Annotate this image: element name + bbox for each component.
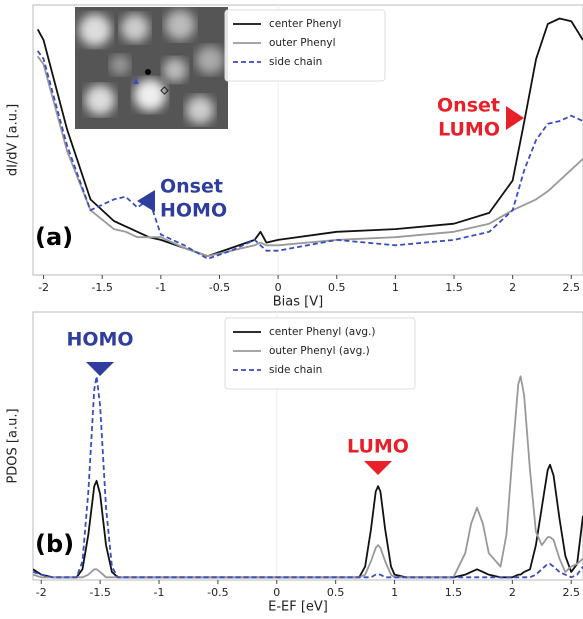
x-tick-label: 1	[391, 586, 398, 599]
legend-label: side chain	[269, 364, 322, 376]
x-tick-label: -0.5	[207, 586, 228, 599]
stm-inset	[75, 7, 228, 129]
panel-label: (a)	[35, 223, 73, 251]
x-tick-label: 1.5	[445, 281, 463, 294]
y-axis-label: dI/dV [a.u.]	[6, 104, 21, 176]
x-axis-label: E-EF [eV]	[268, 600, 328, 615]
x-tick-label: 0	[275, 281, 282, 294]
inset-blob	[165, 10, 195, 40]
x-tick-label: 2	[509, 281, 516, 294]
legend-label: outer Phenyl	[269, 37, 336, 49]
annotation-text: LUMO	[347, 436, 409, 458]
x-tick-label: 0.5	[327, 586, 345, 599]
panel-label: (b)	[35, 530, 74, 558]
x-tick-label: -1.5	[89, 586, 110, 599]
x-tick-label: -0.5	[209, 281, 230, 294]
x-tick-label: 2.5	[563, 281, 581, 294]
x-axis-label: Bias [V]	[273, 295, 323, 310]
legend-label: center Phenyl	[269, 18, 341, 30]
inset-blob	[196, 46, 224, 74]
x-tick-label: 2	[509, 586, 516, 599]
inset-blob	[121, 14, 149, 42]
y-axis-label: PDOS [a.u.]	[6, 408, 21, 483]
inset-blob	[79, 14, 111, 46]
legend-label: side chain	[269, 56, 322, 68]
annotation-text: LUMO	[438, 119, 500, 141]
inset-blob	[186, 96, 214, 124]
x-tick-label: 0	[273, 586, 280, 599]
inset-blob	[110, 55, 130, 75]
annotation-text: HOMO	[160, 200, 227, 222]
inset-marker	[145, 69, 151, 75]
legend-label: outer Phenyl (avg.)	[269, 345, 370, 357]
legend-label: center Phenyl (avg.)	[269, 326, 376, 338]
inset-blob	[163, 58, 187, 82]
annotation-text: HOMO	[66, 329, 133, 351]
annotation-text: Onset	[437, 95, 500, 117]
x-tick-label: 2.5	[562, 586, 580, 599]
x-tick-label: 0.5	[328, 281, 346, 294]
inset-blob	[85, 85, 115, 115]
x-tick-label: -2	[36, 586, 47, 599]
x-tick-label: -2	[38, 281, 49, 294]
x-tick-label: -1	[154, 586, 165, 599]
annotation-text: Onset	[160, 176, 223, 198]
x-tick-label: -1.5	[91, 281, 112, 294]
x-tick-label: 1.5	[445, 586, 463, 599]
figure: -2 -1.5 -1 -0.5 0 0.5 1 1.5 2 2.5 Bias [V] dI/dV [a…	[0, 0, 583, 619]
x-tick-label: -1	[155, 281, 166, 294]
x-tick-label: 1	[392, 281, 399, 294]
